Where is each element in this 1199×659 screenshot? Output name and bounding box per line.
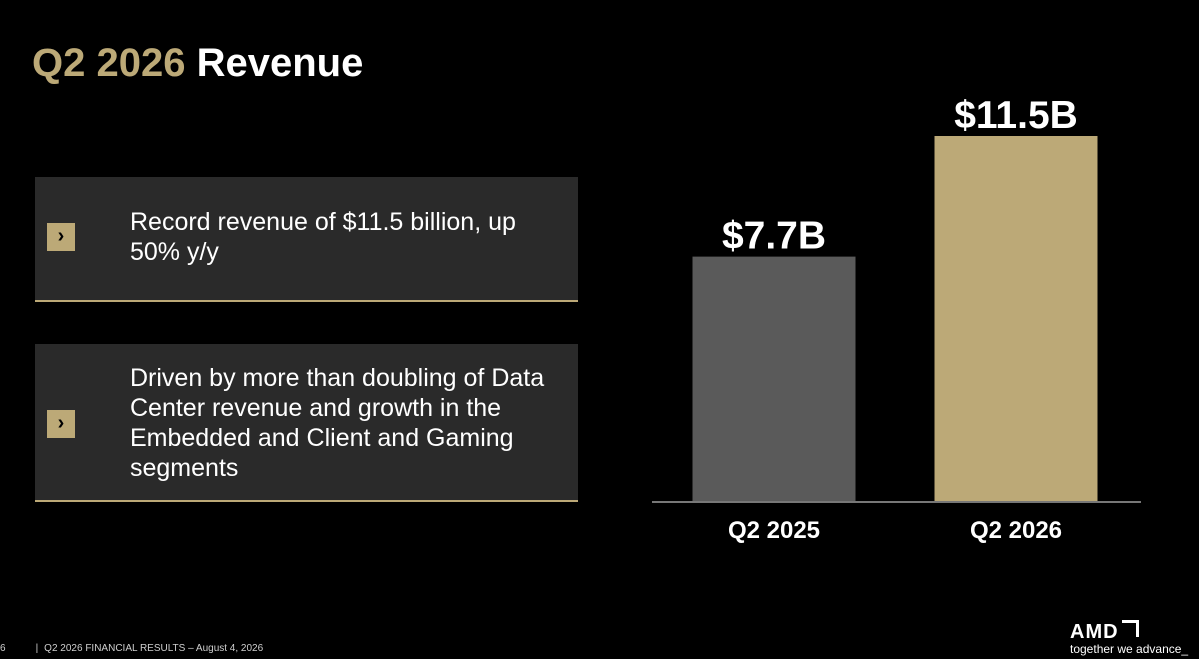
bullet-card-drivers: › Driven by more than doubling of Data C… (35, 344, 578, 502)
logo-tagline: together we advance_ (1070, 642, 1189, 656)
data-label: $7.7B (722, 215, 826, 258)
x-tick-label: Q2 2026 (970, 517, 1062, 544)
title-rest: Revenue (196, 41, 364, 85)
page-number: 6 (0, 643, 6, 654)
bullet-text: Record revenue of $11.5 billion, up 50% … (130, 208, 516, 266)
amd-arrow-icon (1121, 620, 1139, 637)
bullet-text: Driven by more than doubling of Data Cen… (130, 364, 545, 482)
data-label: $11.5B (954, 94, 1078, 137)
logo-text: AMD (1070, 621, 1119, 643)
page-title: Q2 2026 Revenue (32, 40, 363, 86)
title-accent: Q2 2026 (32, 41, 186, 85)
chevron-right-icon: › (47, 223, 75, 251)
amd-logo: AMD (1070, 620, 1139, 644)
bullet-card-revenue: › Record revenue of $11.5 billion, up 50… (35, 177, 578, 302)
bar-q2-2025 (692, 256, 856, 501)
bar-q2-2026 (934, 136, 1098, 501)
chevron-right-icon: › (47, 410, 75, 438)
revenue-bar-chart: $7.7B Q2 2025 $11.5B Q2 2026 (652, 94, 1141, 544)
x-tick-label: Q2 2025 (728, 517, 820, 544)
footer-text: Q2 2026 FINANCIAL RESULTS – August 4, 20… (44, 643, 264, 654)
footer: 6 | Q2 2026 FINANCIAL RESULTS – August 4, … (0, 643, 264, 654)
